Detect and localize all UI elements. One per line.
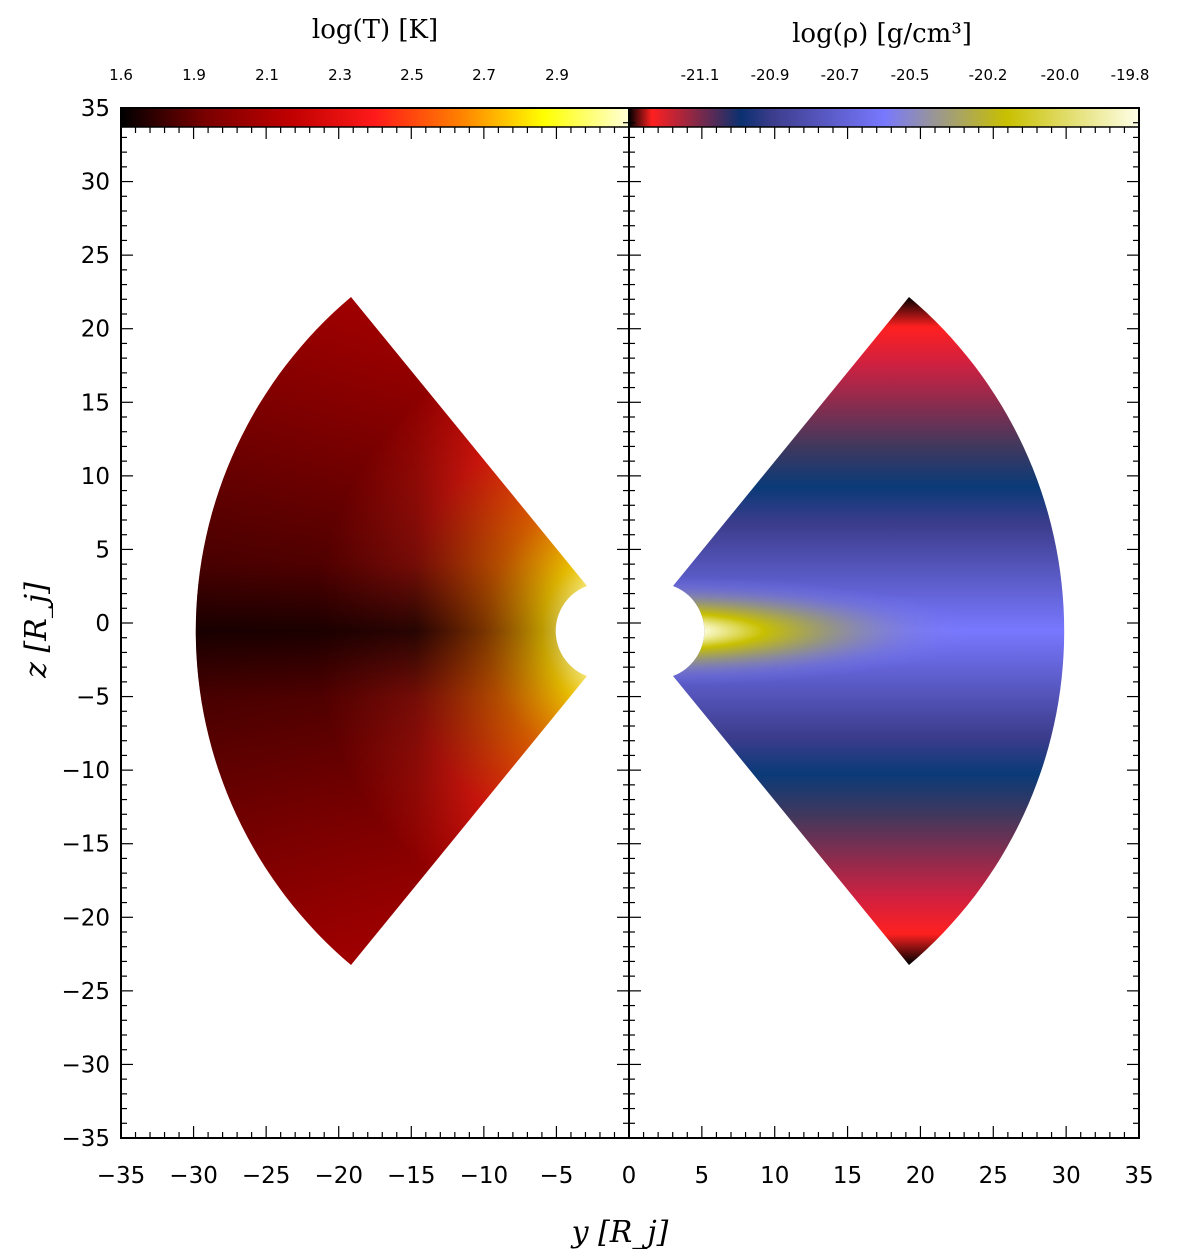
temperature-heatmap — [195, 297, 587, 965]
x-tick-label: −5 — [539, 1163, 573, 1189]
y-tick-label: 0 — [95, 611, 110, 637]
y-tick-label: 20 — [81, 317, 110, 343]
y-tick-label: 25 — [81, 243, 110, 269]
colorbar-tick-label: -20.7 — [821, 66, 860, 84]
density-heatmap — [673, 297, 1065, 965]
x-axis-tick-labels-left: −35 −30 −25 −20 −15 −10 −5 — [97, 1163, 574, 1189]
y-tick-label: 30 — [81, 170, 110, 196]
colorbar-title-temperature: log(T) [K] — [312, 15, 438, 45]
x-tick-label: 35 — [1124, 1163, 1153, 1189]
x-tick-label: 15 — [833, 1163, 862, 1189]
colorbar-tick-label: -21.1 — [681, 66, 720, 84]
x-tick-label: 20 — [906, 1163, 935, 1189]
temperature-midplane-shade — [195, 297, 587, 965]
colorbar-tick-label: 2.3 — [328, 66, 352, 84]
colorbar-tick-label: -20.5 — [891, 66, 930, 84]
x-tick-label: −20 — [314, 1163, 363, 1189]
x-tick-label: 0 — [622, 1163, 637, 1189]
density-midplane-peak — [673, 297, 1065, 965]
x-axis-label: y [R_j] — [570, 1215, 669, 1250]
colorbar-tick-label: 2.7 — [472, 66, 496, 84]
colorbar-title-density: log(ρ) [g/cm³] — [792, 19, 972, 49]
x-axis-tick-labels-right: 0 5 10 15 20 25 30 35 — [622, 1163, 1154, 1189]
x-tick-label: −35 — [97, 1163, 146, 1189]
y-tick-label: −25 — [61, 979, 110, 1005]
axis-tick-marks — [120, 107, 1140, 1139]
colorbar-density — [628, 107, 1140, 128]
x-tick-label: −25 — [242, 1163, 291, 1189]
colorbar-temperature — [120, 107, 630, 128]
y-tick-label: −20 — [61, 905, 110, 931]
y-tick-label: −5 — [76, 685, 110, 711]
y-tick-label: 15 — [81, 390, 110, 416]
colorbar-tick-label: 1.9 — [182, 66, 206, 84]
y-tick-label: 35 — [81, 96, 110, 122]
colorbar-tick-label: -20.9 — [751, 66, 790, 84]
y-tick-label: −10 — [61, 758, 110, 784]
colorbar-tick-labels-density: -21.1 -20.9 -20.7 -20.5 -20.2 -20.0 -19.8 — [681, 66, 1150, 84]
y-axis-label: z [R_j] — [19, 582, 54, 679]
x-tick-label: 10 — [760, 1163, 789, 1189]
colorbar-tick-label: -19.8 — [1111, 66, 1150, 84]
y-tick-label: 5 — [95, 537, 110, 563]
colorbar-tick-label: -20.0 — [1041, 66, 1080, 84]
colorbar-tick-label: 1.6 — [109, 66, 133, 84]
y-tick-label: −15 — [61, 832, 110, 858]
y-tick-label: −30 — [61, 1052, 110, 1078]
x-tick-label: 25 — [979, 1163, 1008, 1189]
colorbar-tick-label: -20.2 — [969, 66, 1008, 84]
colorbar-tick-label: 2.9 — [545, 66, 569, 84]
colorbar-tick-label: 2.5 — [400, 66, 424, 84]
colorbar-tick-labels-temperature: 1.6 1.9 2.1 2.3 2.5 2.7 2.9 — [109, 66, 569, 84]
colorbar-tick-label: 2.1 — [255, 66, 279, 84]
x-tick-label: 5 — [695, 1163, 710, 1189]
y-tick-label: 10 — [81, 464, 110, 490]
x-tick-label: −10 — [460, 1163, 509, 1189]
x-tick-label: −30 — [169, 1163, 218, 1189]
y-axis-tick-labels: 35 30 25 20 15 10 5 0 −5 −10 −15 −20 −25 −30 −35 — [61, 96, 110, 1152]
x-tick-label: 30 — [1052, 1163, 1081, 1189]
y-tick-label: −35 — [61, 1126, 110, 1152]
x-tick-label: −15 — [387, 1163, 436, 1189]
